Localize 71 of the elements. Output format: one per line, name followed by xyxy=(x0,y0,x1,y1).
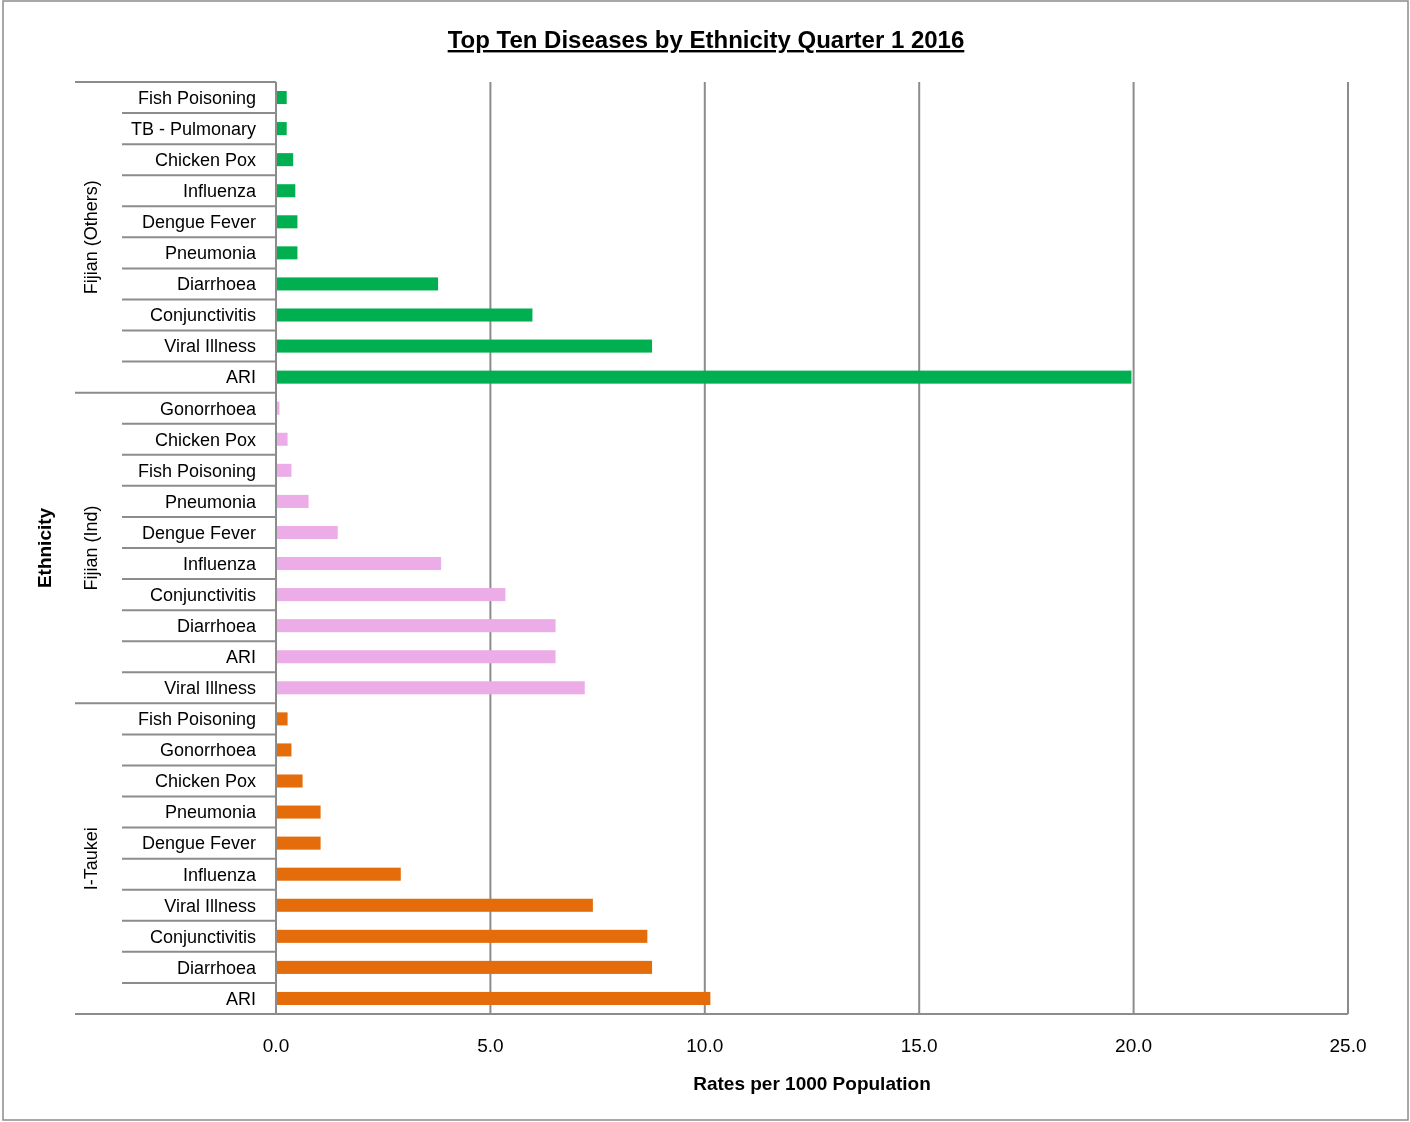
bar xyxy=(276,836,321,850)
y-tick-label: ARI xyxy=(225,367,256,388)
x-tick-label: 15.0 xyxy=(900,1035,938,1056)
y-tick-label: Gonorrhoea xyxy=(159,398,257,419)
bar xyxy=(276,619,556,633)
y-tick-label: Influenza xyxy=(182,181,257,202)
y-tick-label: Chicken Pox xyxy=(154,149,256,170)
bar xyxy=(276,184,296,198)
y-tick-label: Fish Poisoning xyxy=(137,460,256,481)
y-tick-label: Dengue Fever xyxy=(141,833,256,854)
x-axis-title: Rates per 1000 Population xyxy=(693,1073,931,1094)
bar xyxy=(276,805,321,819)
x-tick-label: 0.0 xyxy=(262,1035,290,1056)
y-tick-label: Conjunctivitis xyxy=(149,305,256,326)
y-tick-label: Viral Illness xyxy=(164,678,256,699)
y-tick-label: Conjunctivitis xyxy=(149,584,256,605)
y-tick-label: Viral Illness xyxy=(164,336,256,357)
bar xyxy=(276,898,593,912)
y-tick-label: Pneumonia xyxy=(164,243,257,264)
y-tick-label: Diarrhoea xyxy=(176,274,257,295)
y-tick-label: TB - Pulmonary xyxy=(130,118,256,139)
y-tick-label: Pneumonia xyxy=(164,491,257,512)
bar xyxy=(276,743,292,757)
bar xyxy=(276,308,533,322)
y-tick-label: Fish Poisoning xyxy=(137,87,256,108)
bar xyxy=(276,91,287,105)
y-tick-label: Influenza xyxy=(182,864,257,885)
chart-title: Top Ten Diseases by Ethnicity Quarter 1 2016 xyxy=(447,26,965,53)
y-tick-label: Chicken Pox xyxy=(154,429,256,450)
bar xyxy=(276,432,288,446)
y-tick-label: ARI xyxy=(225,988,256,1009)
bar xyxy=(276,370,1132,384)
y-tick-label: Fish Poisoning xyxy=(137,709,256,730)
y-axis-title: Ethnicity xyxy=(34,507,55,589)
x-tick-label: 25.0 xyxy=(1329,1035,1367,1056)
bar xyxy=(276,929,648,943)
bar xyxy=(276,960,653,974)
y-tick-label: ARI xyxy=(225,647,256,668)
y-tick-label: Diarrhoea xyxy=(176,615,257,636)
bar xyxy=(276,122,287,136)
y-tick-label: Gonorrhoea xyxy=(159,740,257,761)
bar xyxy=(276,588,506,602)
x-tick-label: 20.0 xyxy=(1115,1035,1153,1056)
y-tick-label: Dengue Fever xyxy=(141,212,256,233)
text: Fijian (Ind) xyxy=(81,505,101,591)
y-tick-label: Chicken Pox xyxy=(154,771,256,792)
bar xyxy=(276,463,292,477)
bar xyxy=(276,681,585,695)
y-tick-label: Conjunctivitis xyxy=(149,926,256,947)
bar xyxy=(276,867,401,881)
bar xyxy=(276,991,711,1005)
text: Fijian (Others) xyxy=(81,180,101,295)
bar xyxy=(276,525,338,539)
x-tick-label: 5.0 xyxy=(477,1035,504,1056)
bar xyxy=(276,339,653,353)
x-tick-label: 10.0 xyxy=(686,1035,724,1056)
bar xyxy=(276,246,298,260)
y-tick-label: Dengue Fever xyxy=(141,522,256,543)
y-tick-label: Pneumonia xyxy=(164,802,257,823)
y-tick-label: Viral Illness xyxy=(164,895,256,916)
bar xyxy=(276,215,298,229)
bar xyxy=(276,774,303,788)
text: I-Taukei xyxy=(81,827,101,891)
bar xyxy=(276,153,294,167)
y-tick-label: Influenza xyxy=(182,553,257,574)
bar xyxy=(276,650,556,664)
bar xyxy=(276,557,442,571)
y-tick-label: Diarrhoea xyxy=(176,957,257,978)
bar xyxy=(276,712,288,726)
bar xyxy=(276,494,309,508)
bar xyxy=(276,277,439,291)
